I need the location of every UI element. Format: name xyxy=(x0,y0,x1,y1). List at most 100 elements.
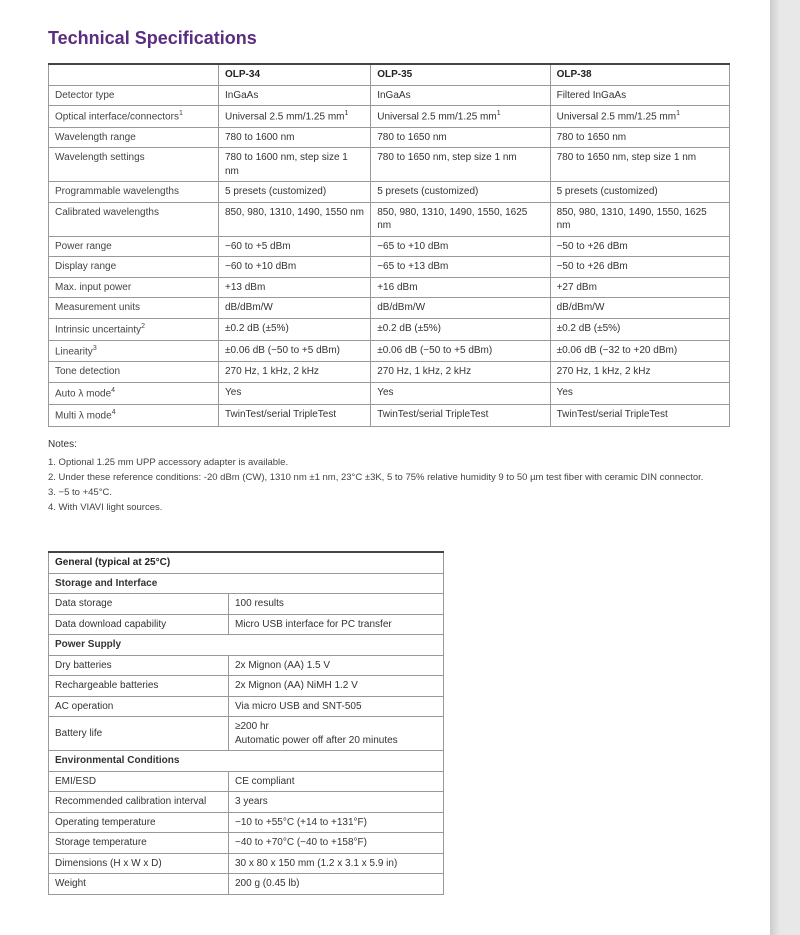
spec-cell: Yes xyxy=(550,382,729,404)
spec-cell: −50 to +26 dBm xyxy=(550,257,729,278)
spec-row: Detector typeInGaAsInGaAsFiltered InGaAs xyxy=(49,85,730,106)
general-row-label: Data download capability xyxy=(49,614,229,635)
spec-row: Power range−60 to +5 dBm−65 to +10 dBm−5… xyxy=(49,236,730,257)
spec-cell: ±0.06 dB (−50 to +5 dBm) xyxy=(371,340,550,362)
spec-row-label: Optical interface/connectors1 xyxy=(49,106,219,128)
spec-row-label: Power range xyxy=(49,236,219,257)
spec-cell: 270 Hz, 1 kHz, 2 kHz xyxy=(550,362,729,383)
notes-label: Notes: xyxy=(48,437,730,453)
spec-cell: −50 to +26 dBm xyxy=(550,236,729,257)
general-row-label: Battery life xyxy=(49,717,229,751)
note-item: 4. With VIAVI light sources. xyxy=(48,500,730,515)
general-row-value: −40 to +70°C (−40 to +158°F) xyxy=(229,833,444,854)
spec-row-label: Measurement units xyxy=(49,298,219,319)
general-row-value: −10 to +55°C (+14 to +131°F) xyxy=(229,812,444,833)
spec-row-label: Max. input power xyxy=(49,277,219,298)
spec-cell: dB/dBm/W xyxy=(371,298,550,319)
spec-cell: TwinTest/serial TripleTest xyxy=(550,404,729,426)
general-row-label: EMI/ESD xyxy=(49,771,229,792)
spec-row-label: Multi λ mode4 xyxy=(49,404,219,426)
spec-cell: 5 presets (customized) xyxy=(219,182,371,203)
general-section-heading: Environmental Conditions xyxy=(49,751,444,772)
spec-header-row: OLP-34OLP-35OLP-38 xyxy=(49,64,730,85)
spec-row-label: Detector type xyxy=(49,85,219,106)
spec-row: Intrinsic uncertainty2±0.2 dB (±5%)±0.2 … xyxy=(49,318,730,340)
spec-cell: −65 to +13 dBm xyxy=(371,257,550,278)
spec-cell: 780 to 1650 nm, step size 1 nm xyxy=(550,148,729,182)
spec-cell: 780 to 1650 nm, step size 1 nm xyxy=(371,148,550,182)
spec-row: Measurement unitsdB/dBm/WdB/dBm/WdB/dBm/… xyxy=(49,298,730,319)
spec-cell: dB/dBm/W xyxy=(219,298,371,319)
spec-cell: Universal 2.5 mm/1.25 mm1 xyxy=(550,106,729,128)
note-item: 1. Optional 1.25 mm UPP accessory adapte… xyxy=(48,455,730,470)
footnote-ref: 4 xyxy=(112,409,116,416)
general-row-value: 2x Mignon (AA) 1.5 V xyxy=(229,655,444,676)
spec-cell: 780 to 1600 nm, step size 1 nm xyxy=(219,148,371,182)
spec-body: Detector typeInGaAsInGaAsFiltered InGaAs… xyxy=(49,85,730,426)
spec-cell: ±0.2 dB (±5%) xyxy=(219,318,371,340)
spec-row-label: Wavelength settings xyxy=(49,148,219,182)
notes-block: Notes: 1. Optional 1.25 mm UPP accessory… xyxy=(48,437,730,516)
spec-row-label: Intrinsic uncertainty2 xyxy=(49,318,219,340)
spec-row: Multi λ mode4TwinTest/serial TripleTestT… xyxy=(49,404,730,426)
spec-cell: 270 Hz, 1 kHz, 2 kHz xyxy=(371,362,550,383)
spec-row-label: Calibrated wavelengths xyxy=(49,202,219,236)
spec-cell: 850, 980, 1310, 1490, 1550, 1625 nm xyxy=(550,202,729,236)
spec-cell: ±0.06 dB (−32 to +20 dBm) xyxy=(550,340,729,362)
spec-cell: 5 presets (customized) xyxy=(371,182,550,203)
spec-cell: −60 to +5 dBm xyxy=(219,236,371,257)
general-row: Data storage100 results xyxy=(49,594,444,615)
spec-cell: TwinTest/serial TripleTest xyxy=(371,404,550,426)
general-row: EMI/ESDCE compliant xyxy=(49,771,444,792)
general-section-heading: Power Supply xyxy=(49,635,444,656)
general-row: Weight200 g (0.45 lb) xyxy=(49,874,444,895)
general-row-value: 3 years xyxy=(229,792,444,813)
footnote-ref: 1 xyxy=(497,110,501,117)
footnote-ref: 4 xyxy=(111,387,115,394)
spec-cell: +13 dBm xyxy=(219,277,371,298)
spec-row-label: Wavelength range xyxy=(49,127,219,148)
general-row-label: AC operation xyxy=(49,696,229,717)
general-row-value: Micro USB interface for PC transfer xyxy=(229,614,444,635)
notes-list: 1. Optional 1.25 mm UPP accessory adapte… xyxy=(48,455,730,516)
general-title: General (typical at 25°C) xyxy=(49,552,444,573)
spec-cell: 5 presets (customized) xyxy=(550,182,729,203)
spec-row-label: Programmable wavelengths xyxy=(49,182,219,203)
spec-row: Wavelength settings780 to 1600 nm, step … xyxy=(49,148,730,182)
spec-row: Optical interface/connectors1Universal 2… xyxy=(49,106,730,128)
spec-cell: 850, 980, 1310, 1490, 1550, 1625 nm xyxy=(371,202,550,236)
spec-table: OLP-34OLP-35OLP-38 Detector type InGaAs In… xyxy=(48,63,730,427)
spec-cell: Universal 2.5 mm/1.25 mm1 xyxy=(219,106,371,128)
page-title: Technical Specifications xyxy=(48,28,730,49)
note-item: 3. −5 to +45°C. xyxy=(48,485,730,500)
general-row-value: 100 results xyxy=(229,594,444,615)
spec-header: OLP-34 xyxy=(219,64,371,85)
note-item: 2. Under these reference conditions: -20… xyxy=(48,470,730,485)
spec-row: Tone detection270 Hz, 1 kHz, 2 kHz270 Hz… xyxy=(49,362,730,383)
spec-cell: +27 dBm xyxy=(550,277,729,298)
footnote-ref: 1 xyxy=(676,110,680,117)
general-row: Dimensions (H x W x D)30 x 80 x 150 mm (… xyxy=(49,853,444,874)
spec-row: Programmable wavelengths5 presets (custo… xyxy=(49,182,730,203)
spec-row: Display range−60 to +10 dBm−65 to +13 dB… xyxy=(49,257,730,278)
spec-cell: −65 to +10 dBm xyxy=(371,236,550,257)
general-row: Storage temperature−40 to +70°C (−40 to … xyxy=(49,833,444,854)
spec-cell: 850, 980, 1310, 1490, 1550 nm xyxy=(219,202,371,236)
general-row-label: Dimensions (H x W x D) xyxy=(49,853,229,874)
spec-cell: dB/dBm/W xyxy=(550,298,729,319)
general-row-value: ≥200 hrAutomatic power off after 20 minu… xyxy=(229,717,444,751)
spec-cell: InGaAs xyxy=(371,85,550,106)
page: Technical Specifications OLP-34OLP-35OLP… xyxy=(0,0,770,935)
spec-cell: Universal 2.5 mm/1.25 mm1 xyxy=(371,106,550,128)
general-row: Data download capabilityMicro USB interf… xyxy=(49,614,444,635)
spec-row: Calibrated wavelengths850, 980, 1310, 14… xyxy=(49,202,730,236)
spec-header: OLP-35 xyxy=(371,64,550,85)
spec-cell: TwinTest/serial TripleTest xyxy=(219,404,371,426)
spec-cell: +16 dBm xyxy=(371,277,550,298)
footnote-ref: 1 xyxy=(344,110,348,117)
general-row-value: 2x Mignon (AA) NiMH 1.2 V xyxy=(229,676,444,697)
general-table: General (typical at 25°C)Storage and Int… xyxy=(48,551,444,895)
general-row-label: Dry batteries xyxy=(49,655,229,676)
general-row-label: Weight xyxy=(49,874,229,895)
spec-cell: ±0.2 dB (±5%) xyxy=(371,318,550,340)
